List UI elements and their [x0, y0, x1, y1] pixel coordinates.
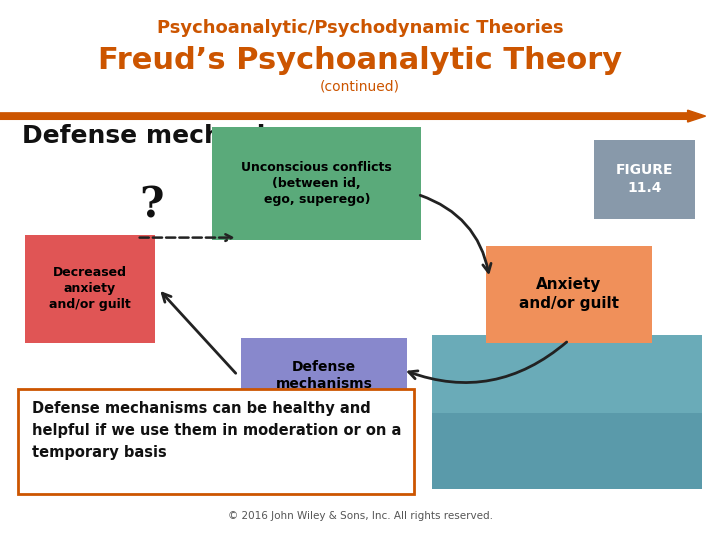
FancyBboxPatch shape	[25, 235, 155, 343]
Text: Psychoanalytic/Psychodynamic Theories: Psychoanalytic/Psychodynamic Theories	[157, 19, 563, 37]
FancyBboxPatch shape	[18, 389, 414, 494]
Text: Defense
mechanisms: Defense mechanisms	[276, 360, 372, 391]
Text: Unconscious conflicts
(between id,
ego, superego): Unconscious conflicts (between id, ego, …	[241, 161, 392, 206]
FancyBboxPatch shape	[594, 140, 695, 219]
Text: Anxiety
and/or guilt: Anxiety and/or guilt	[519, 278, 618, 311]
Text: (continued): (continued)	[320, 80, 400, 94]
FancyBboxPatch shape	[486, 246, 652, 343]
Text: © 2016 John Wiley & Sons, Inc. All rights reserved.: © 2016 John Wiley & Sons, Inc. All right…	[228, 511, 492, 521]
FancyBboxPatch shape	[212, 127, 421, 240]
Text: Defense mechanisms: Defense mechanisms	[22, 124, 320, 148]
Text: ?: ?	[139, 184, 163, 226]
FancyBboxPatch shape	[241, 338, 407, 413]
Text: Decreased
anxiety
and/or guilt: Decreased anxiety and/or guilt	[49, 266, 131, 312]
FancyBboxPatch shape	[432, 335, 702, 489]
Text: FIGURE
11.4: FIGURE 11.4	[616, 163, 673, 195]
Text: Freud’s Psychoanalytic Theory: Freud’s Psychoanalytic Theory	[98, 46, 622, 75]
Text: Defense mechanisms can be healthy and
helpful if we use them in moderation or on: Defense mechanisms can be healthy and he…	[32, 401, 402, 460]
FancyArrow shape	[0, 110, 706, 122]
FancyBboxPatch shape	[432, 413, 702, 489]
